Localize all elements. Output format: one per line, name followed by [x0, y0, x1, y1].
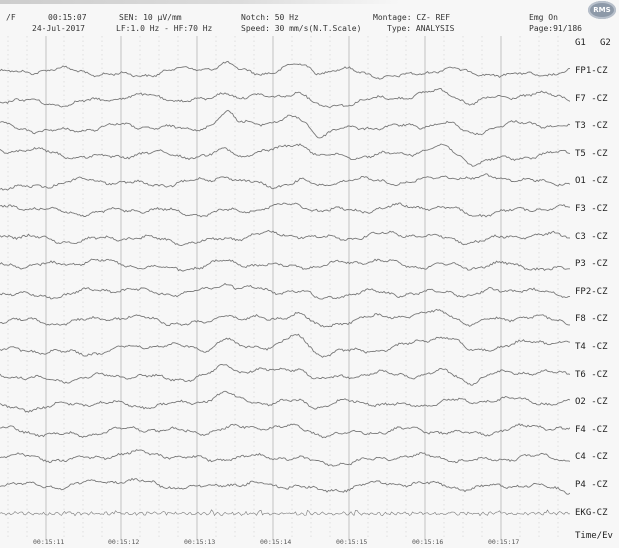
channel-label: T6 -CZ [575, 369, 608, 380]
time-mark: 00:15:17 [488, 538, 520, 546]
recording-date: 24-Jul-2017 [32, 24, 85, 33]
channel-label: O1 -CZ [575, 176, 608, 187]
sensitivity-setting: SEN: 10 µV/mm [119, 13, 182, 22]
time-mark: 00:15:13 [184, 538, 216, 546]
channel-label: O2 -CZ [575, 397, 608, 408]
channel-label: F4 -CZ [575, 424, 608, 435]
channel-label: EKG-CZ [575, 507, 608, 518]
time-mark: 00:15:12 [108, 538, 140, 546]
recording-time: 00:15:07 [48, 13, 87, 22]
trace-t4-cz [0, 333, 570, 358]
channel-label: FP2-CZ [575, 286, 608, 297]
channel-label: C3 -CZ [575, 231, 608, 242]
channel-label: F8 -CZ [575, 314, 608, 325]
trace-c4-cz [0, 449, 570, 467]
file-prefix: /F [6, 13, 16, 22]
trace-o1-cz [0, 173, 570, 191]
eeg-trace-area[interactable] [0, 36, 570, 540]
channel-label: P4 -CZ [575, 480, 608, 490]
trace-f7-cz [0, 88, 570, 108]
trace-f4-cz [0, 423, 570, 439]
emg-status: Emg On [529, 13, 558, 22]
trace-c3-cz [0, 229, 570, 246]
analysis-type: Type: ANALYSIS [387, 24, 455, 33]
channel-label: T4 -CZ [575, 342, 608, 352]
channel-label: F3 -CZ [575, 204, 608, 214]
trace-fp2-cz [0, 282, 570, 300]
channel-label: F7 -CZ [575, 93, 608, 104]
filter-setting: LF:1.0 Hz - HF:70 Hz [116, 24, 213, 33]
trace-f8-cz [0, 308, 570, 328]
trace-t6-cz [0, 363, 570, 386]
time-mark: 00:15:15 [336, 538, 368, 546]
rms-logo: RMS [588, 1, 616, 19]
trace-p4-cz [0, 477, 570, 495]
time-mark: 00:15:14 [260, 538, 292, 546]
channel-label: C4 -CZ [575, 452, 608, 463]
column-g2-label: G2 [600, 38, 611, 48]
page-indicator: Page:91/186 [529, 24, 582, 33]
trace-o2-cz [0, 390, 570, 413]
montage-setting: Montage: CZ- REF [373, 13, 451, 22]
trace-f3-cz [0, 202, 570, 218]
notch-setting: Notch: 50 Hz [241, 13, 299, 22]
header-scan-strip [0, 0, 400, 4]
trace-p3-cz [0, 258, 570, 272]
channel-label: P3 -CZ [575, 259, 608, 270]
time-mark: 00:15:11 [33, 538, 65, 546]
time-events-label: Time/Ev [575, 531, 613, 541]
column-g1-label: G1 [575, 38, 586, 48]
speed-setting: Speed: 30 mm/s(N.T.Scale) [241, 24, 362, 33]
trace-t3-cz [0, 109, 570, 139]
trace-fp1-cz [0, 60, 570, 80]
trace-t5-cz [0, 143, 570, 167]
eeg-waveform-canvas [0, 36, 570, 540]
channel-label: T5 -CZ [575, 148, 608, 159]
trace-ekg-cz [0, 509, 570, 517]
channel-label: T3 -CZ [575, 121, 608, 132]
channel-label: FP1-CZ [575, 66, 608, 76]
time-mark: 00:15:16 [412, 538, 444, 546]
